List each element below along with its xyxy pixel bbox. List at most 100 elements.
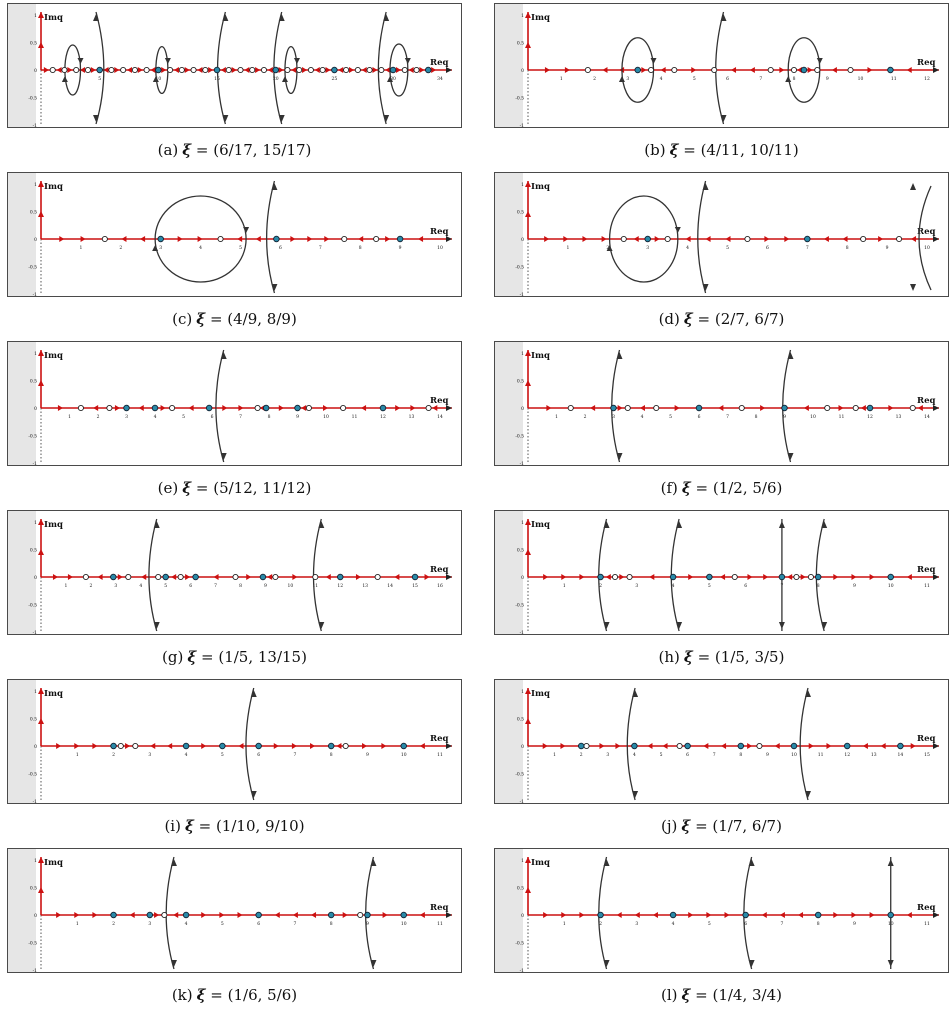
- filled-point: [684, 742, 691, 750]
- separatrix-arrow-icon: [676, 622, 683, 629]
- imag-tick-label: 1: [34, 520, 37, 526]
- equals-sign: =: [193, 817, 216, 835]
- flow-arrow-icon: [720, 574, 726, 580]
- flow-arrow-icon: [171, 574, 177, 580]
- real-tick-label: 2: [580, 752, 583, 758]
- flow-arrow-icon: [173, 912, 179, 918]
- flow-arrow-icon: [706, 912, 712, 918]
- flow-arrow-icon: [125, 743, 131, 749]
- flow-arrow-icon: [641, 67, 647, 73]
- grey-band: [8, 511, 36, 634]
- flow-arrow-icon: [173, 67, 179, 73]
- equals-sign: =: [690, 479, 713, 497]
- equals-sign: =: [690, 986, 713, 1004]
- real-axis-label: Req: [917, 565, 935, 575]
- flow-arrow-icon: [691, 67, 697, 73]
- real-tick-label: 14: [437, 414, 443, 420]
- imag-axis-arrow-icon: [525, 350, 531, 356]
- flow-arrow-icon: [385, 236, 391, 242]
- flow-arrow-icon: [640, 405, 645, 411]
- panel-caption: (d) ξ = (2/7, 6/7): [494, 310, 949, 328]
- flow-arrow-icon: [419, 743, 425, 749]
- real-tick-label: 15: [214, 76, 220, 82]
- real-tick-label: 11: [312, 583, 318, 589]
- real-tick-label: 3: [148, 752, 151, 758]
- flow-arrow-icon: [188, 405, 194, 411]
- panel-label: (d): [658, 310, 680, 328]
- open-point: [117, 742, 124, 750]
- flow-arrow-icon: [838, 405, 844, 411]
- real-tick-label: 5: [726, 245, 729, 251]
- open-point: [284, 66, 291, 74]
- flow-arrow-icon: [564, 67, 570, 73]
- imag-axis-arrow-icon: [525, 181, 531, 187]
- separatrix-curve: [715, 11, 725, 125]
- real-tick-label: 7: [806, 245, 809, 251]
- real-tick-label: 11: [924, 583, 930, 589]
- flow-arrow-icon: [649, 574, 655, 580]
- imag-tick-label: 0.5: [517, 210, 524, 216]
- flow-arrow-icon: [685, 236, 691, 242]
- real-tick-label: 4: [139, 583, 142, 589]
- open-point: [711, 66, 718, 74]
- real-tick-label: 9: [886, 245, 889, 251]
- open-point: [676, 742, 683, 750]
- real-axis-arrow-icon: [446, 912, 452, 918]
- flow-arrow-icon: [238, 405, 244, 411]
- imag-tick-label: -1: [520, 799, 525, 803]
- panel-label: (g): [162, 648, 184, 666]
- flow-arrow-icon: [424, 574, 430, 580]
- real-tick-label: 5: [708, 921, 711, 927]
- imag-axis-arrow-icon: [525, 519, 531, 525]
- filled-point: [814, 573, 822, 581]
- imag-axis-flow-arrow-icon: [38, 718, 44, 724]
- open-point: [790, 66, 798, 74]
- flow-arrow-icon: [273, 743, 279, 749]
- filled-point: [814, 911, 822, 919]
- flow-arrow-icon: [137, 67, 143, 73]
- imag-tick-label: 0: [34, 68, 37, 74]
- xi-value: (5/12, 11/12): [213, 479, 312, 497]
- flow-arrow-icon: [615, 743, 621, 749]
- flow-arrow-icon: [129, 912, 135, 918]
- open-point: [626, 573, 633, 581]
- flow-arrow-icon: [291, 743, 297, 749]
- real-tick-label: 4: [672, 583, 675, 589]
- real-tick-label: 9: [296, 414, 299, 420]
- separatrix-arrow-icon: [250, 791, 257, 798]
- real-tick-label: 10: [155, 76, 161, 82]
- real-axis-label: Req: [430, 58, 448, 68]
- xi-symbol: ξ: [196, 310, 206, 328]
- flow-arrow-icon: [869, 574, 875, 580]
- open-point: [343, 66, 350, 74]
- equals-sign: =: [205, 986, 228, 1004]
- real-tick-label: 8: [739, 752, 742, 758]
- imag-tick-label: -0.5: [515, 772, 524, 778]
- real-tick-label: 2: [119, 245, 122, 251]
- flow-arrow-icon: [660, 67, 666, 73]
- flow-arrow-icon: [724, 912, 730, 918]
- real-tick-label: 6: [744, 583, 747, 589]
- separatrix-arrow-icon: [153, 622, 160, 629]
- flow-arrow-icon: [779, 67, 785, 73]
- flow-arrow-icon: [395, 405, 401, 411]
- flow-arrow-icon: [57, 405, 63, 411]
- open-point: [612, 573, 619, 581]
- flow-arrow-icon: [292, 574, 298, 580]
- separatrix-curve: [377, 11, 387, 125]
- real-axis-arrow-icon: [933, 743, 939, 749]
- open-point: [167, 66, 174, 74]
- panel-label: (c): [172, 310, 193, 328]
- real-tick-label: 2: [112, 921, 115, 927]
- flow-arrow-icon: [431, 67, 437, 73]
- imag-tick-label: 1: [521, 858, 524, 864]
- imag-axis-flow-arrow-icon: [525, 549, 531, 555]
- flow-arrow-icon: [219, 912, 225, 918]
- real-tick-label: 7: [713, 752, 716, 758]
- separatrix-curve: [165, 856, 175, 970]
- imag-axis-flow-arrow-icon: [38, 887, 44, 893]
- flow-arrow-icon: [56, 67, 62, 73]
- real-tick-label: 8: [330, 921, 333, 927]
